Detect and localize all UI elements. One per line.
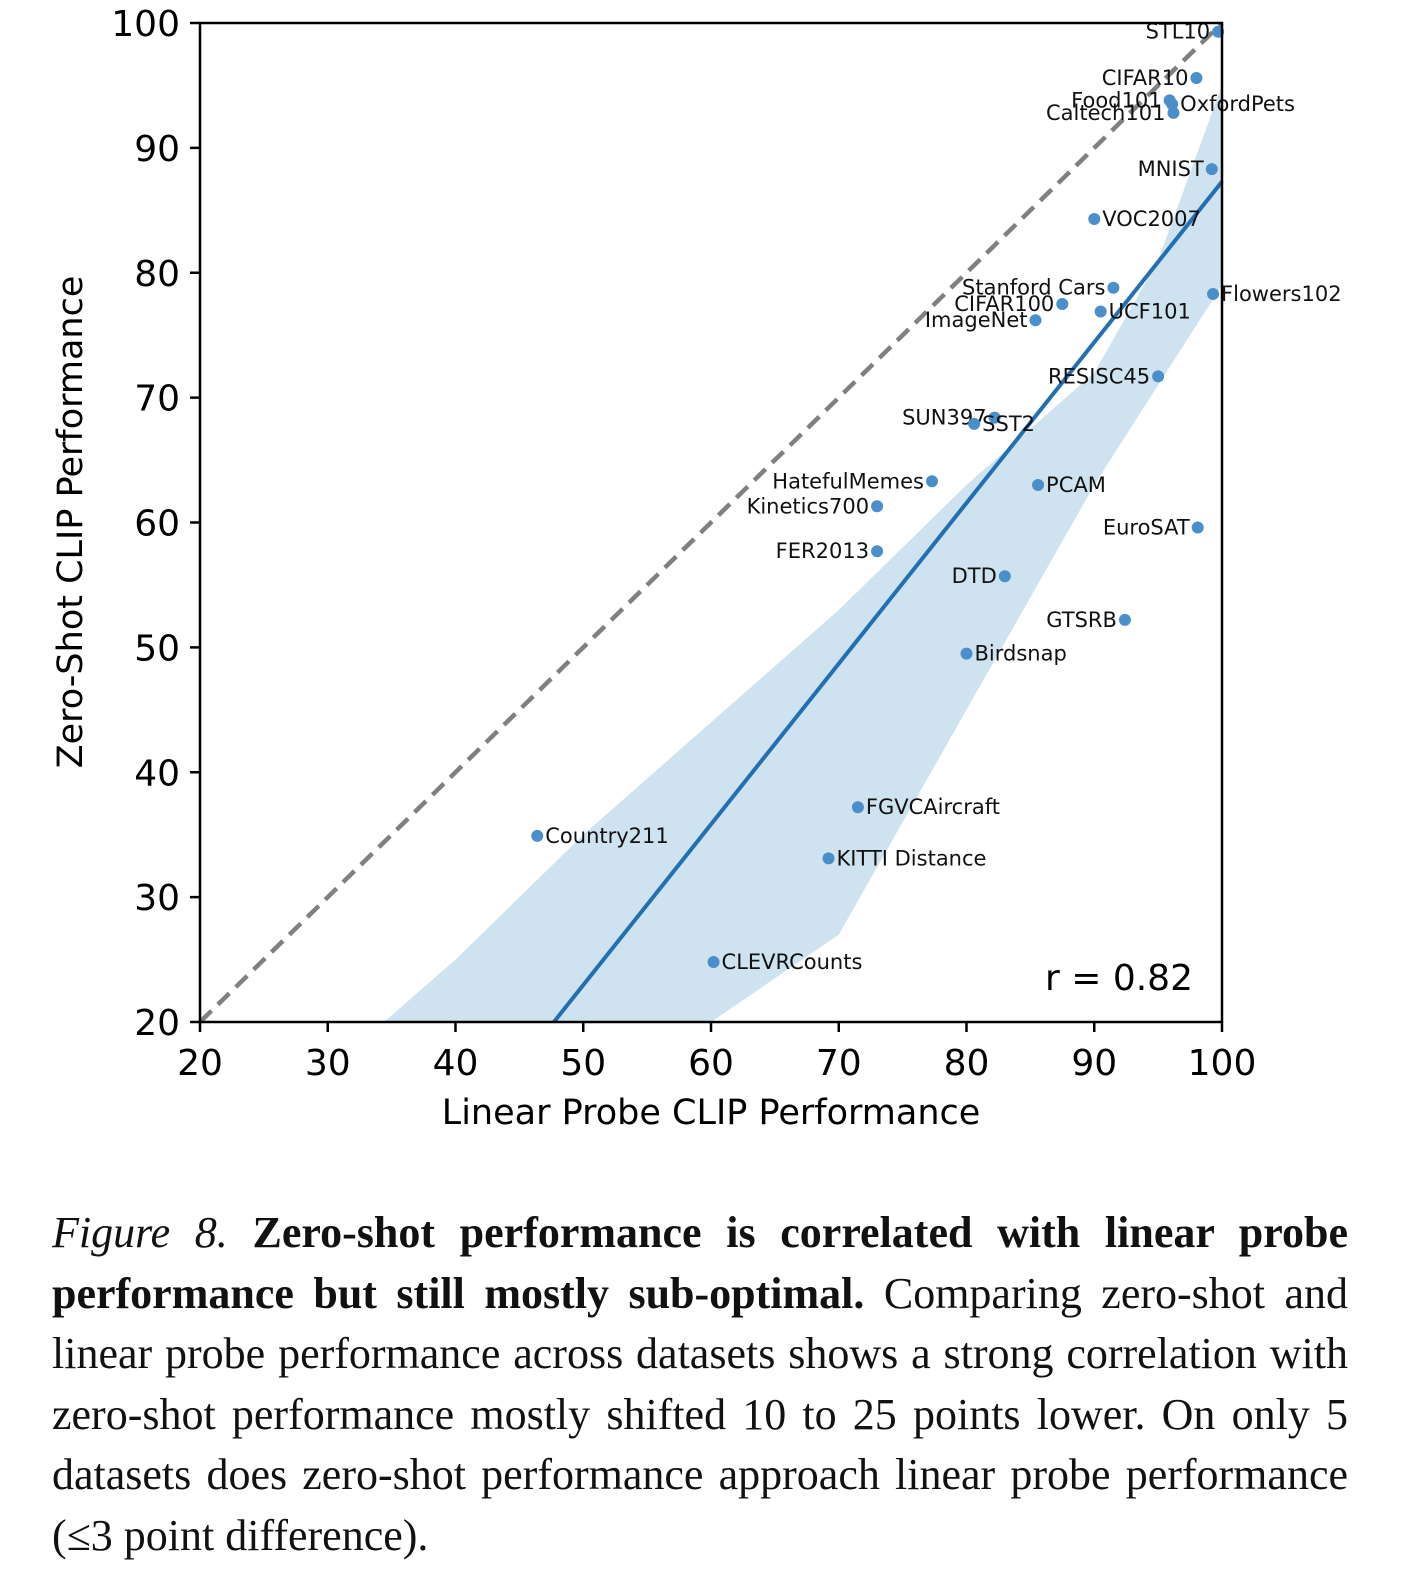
data-point: [1088, 213, 1101, 226]
data-point-label: Flowers102: [1221, 282, 1342, 306]
y-tick-label: 80: [134, 254, 180, 295]
data-point: [988, 411, 1001, 424]
data-point-label: Birdsnap: [975, 642, 1067, 666]
data-point: [1190, 71, 1203, 84]
diagonal-layer: [198, 21, 1224, 1024]
data-point-label: Kinetics700: [747, 494, 869, 518]
data-point-label: FER2013: [776, 539, 869, 563]
data-point-label: CIFAR10: [1102, 66, 1189, 90]
data-point-label: VOC2007: [1102, 207, 1201, 231]
data-point: [968, 417, 981, 430]
data-point: [1118, 613, 1131, 626]
data-point: [998, 570, 1011, 583]
data-point: [1167, 106, 1180, 119]
data-point: [1191, 521, 1204, 534]
data-point-label: PCAM: [1046, 473, 1106, 497]
data-point: [822, 852, 835, 865]
y-tick-label: 90: [134, 129, 180, 170]
data-point-label: HatefulMemes: [772, 469, 924, 493]
data-point: [851, 801, 864, 814]
data-point: [871, 545, 884, 558]
y-axis-label: Zero-Shot CLIP Performance: [51, 276, 91, 769]
caption-figure-label: Figure 8.: [52, 1208, 228, 1257]
x-tick-label: 40: [433, 1043, 479, 1084]
data-point-label: UCF101: [1109, 299, 1191, 323]
y-tick-label: 30: [134, 878, 180, 919]
x-ticks: 20 30 40 50 60 70 80 90 100: [177, 1022, 1256, 1084]
x-tick-label: 80: [944, 1043, 990, 1084]
x-axis-label: Linear Probe CLIP Performance: [442, 1093, 981, 1133]
data-point: [960, 647, 973, 660]
data-point-label: DTD: [952, 564, 997, 588]
data-point-label: Stanford Cars: [962, 276, 1105, 300]
confidence-band-layer: [384, 85, 1222, 1022]
y-tick-label: 70: [134, 379, 180, 420]
x-tick-label: 20: [177, 1043, 223, 1084]
data-point-label: CLEVRCounts: [722, 950, 863, 974]
data-point-label: Food101: [1071, 88, 1161, 112]
data-point-label: EuroSAT: [1103, 515, 1190, 539]
data-point: [1032, 479, 1045, 492]
data-point-label: GTSRB: [1046, 608, 1117, 632]
x-tick-label: 70: [816, 1043, 862, 1084]
data-point-label: Caltech101: [1046, 101, 1165, 125]
x-tick-label: 90: [1071, 1043, 1117, 1084]
regression-line: [552, 180, 1224, 1024]
confidence-band: [384, 85, 1222, 1022]
data-point-label: Country211: [545, 824, 669, 848]
data-point: [1056, 297, 1069, 310]
data-point-label: FGVCAircraft: [866, 795, 1000, 819]
x-tick-label: 60: [688, 1043, 734, 1084]
x-tick-label: 100: [1188, 1043, 1257, 1084]
data-point-label: KITTI Distance: [837, 846, 987, 870]
x-tick-label: 50: [560, 1043, 606, 1084]
data-point-label: ImageNet: [925, 308, 1028, 332]
data-point: [1029, 314, 1042, 327]
data-point-label: SST2: [982, 412, 1035, 436]
data-point-label: CIFAR100: [954, 292, 1054, 316]
data-point: [871, 500, 884, 513]
data-point: [1207, 287, 1220, 300]
y-tick-label: 50: [134, 628, 180, 669]
y-tick-label: 40: [134, 753, 180, 794]
figure-caption: Figure 8. Zero-shot performance is corre…: [52, 1203, 1348, 1566]
data-point: [531, 829, 544, 842]
data-point-label: MNIST: [1138, 157, 1204, 181]
data-point: [707, 956, 720, 969]
caption-bold-title: Zero-shot performance is correlated with…: [52, 1208, 1348, 1318]
data-point-label: OxfordPets: [1180, 92, 1295, 116]
r-annotation: r = 0.82: [1045, 958, 1193, 999]
fit-line-layer: [552, 180, 1224, 1024]
data-point: [1205, 163, 1218, 176]
x-tick-label: 30: [305, 1043, 351, 1084]
y-tick-label: 20: [134, 1003, 180, 1044]
caption-body: Comparing zero-shot and linear probe per…: [52, 1268, 1349, 1560]
y-tick-label: 100: [111, 4, 180, 45]
data-point: [1152, 370, 1165, 383]
data-point: [926, 475, 939, 488]
data-point: [1107, 281, 1120, 294]
data-point-label: RESISC45: [1048, 364, 1150, 388]
data-point: [1094, 305, 1107, 318]
y-ticks: 20 30 40 50 60 70 80 90 100: [111, 4, 200, 1044]
diagonal-reference-line: [198, 21, 1224, 1024]
y-tick-label: 60: [134, 504, 180, 545]
